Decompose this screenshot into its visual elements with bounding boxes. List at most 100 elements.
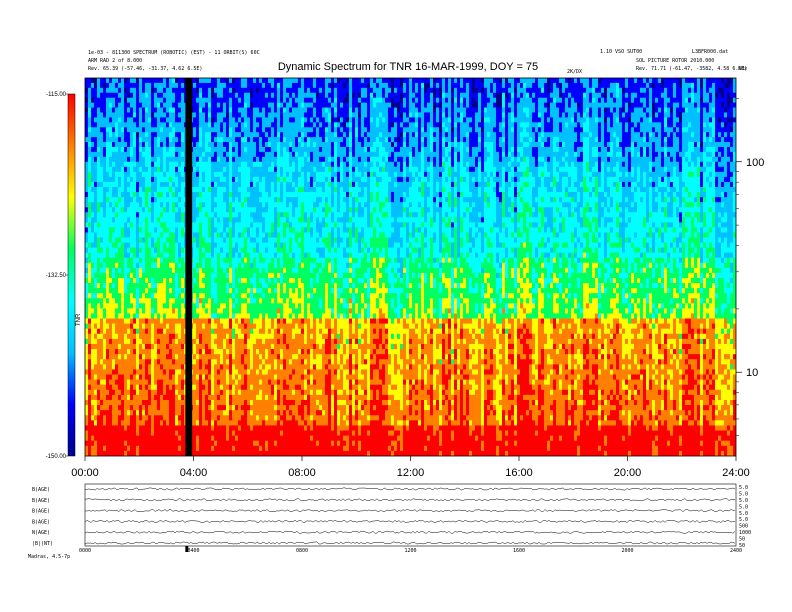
spectrogram-cell bbox=[313, 161, 317, 168]
spectrogram-cell bbox=[340, 102, 344, 108]
spectrogram-cell bbox=[262, 132, 266, 138]
spectrogram-cell bbox=[715, 156, 719, 163]
spectrogram-cell bbox=[91, 78, 95, 84]
spectrogram-cell bbox=[655, 117, 659, 123]
spectrogram-cell bbox=[439, 142, 443, 148]
spectrogram-cell bbox=[625, 78, 629, 84]
header-right-line1: 1.10 VSO SUT00 bbox=[600, 49, 642, 55]
spectrogram-cell bbox=[655, 166, 659, 173]
spectrogram-cell bbox=[589, 187, 593, 193]
spectrogram-cell bbox=[97, 87, 101, 94]
spectrogram-cell bbox=[298, 166, 302, 173]
spectrogram-cell bbox=[340, 146, 344, 153]
spectrogram-cell bbox=[373, 122, 377, 128]
spectrogram-cell bbox=[646, 97, 650, 104]
spectrogram-cell bbox=[571, 127, 575, 133]
spectrogram-cell bbox=[628, 166, 632, 173]
spectrogram-cell bbox=[586, 142, 590, 148]
spectrogram-cell bbox=[556, 117, 560, 123]
spectrogram-cell bbox=[685, 127, 689, 133]
spectrogram-cell bbox=[451, 171, 455, 178]
spectrogram-cell bbox=[526, 107, 530, 113]
spectrogram-cell bbox=[697, 117, 701, 123]
spectrogram-cell bbox=[511, 102, 515, 108]
spectrogram-cell bbox=[97, 176, 101, 183]
spectrogram-cell bbox=[157, 142, 161, 148]
spectrogram-cell bbox=[691, 151, 695, 158]
spectrogram-cell bbox=[283, 117, 287, 123]
spectrogram-cell bbox=[460, 102, 464, 108]
spectrogram-cell bbox=[403, 181, 407, 188]
spectrogram-cell bbox=[295, 181, 299, 188]
spectrogram-cell bbox=[85, 112, 89, 118]
spectrogram-cell bbox=[97, 112, 101, 118]
spectrogram-cell bbox=[139, 102, 143, 108]
spectrogram-cell bbox=[214, 171, 218, 178]
spectrogram-cell bbox=[493, 97, 497, 104]
spectrogram-cell bbox=[616, 166, 620, 173]
spectrogram-cell bbox=[238, 187, 242, 193]
spectrogram-cell bbox=[301, 137, 305, 143]
spectrogram-cell bbox=[478, 107, 482, 113]
chart-title: Dynamic Spectrum for TNR 16-MAR-1999, DO… bbox=[278, 61, 538, 73]
spectrogram-cell bbox=[499, 176, 503, 183]
spectrogram-cell bbox=[412, 127, 416, 133]
spectrogram-cell bbox=[589, 171, 593, 178]
spectrogram-cell bbox=[550, 117, 554, 123]
spectrogram-cell bbox=[262, 112, 266, 118]
spectrogram-cell bbox=[526, 132, 530, 138]
spectrogram-cell bbox=[598, 87, 602, 94]
spectrogram-cell bbox=[349, 151, 353, 158]
spectrogram-cell bbox=[112, 156, 116, 163]
spectrogram-cell bbox=[376, 107, 380, 113]
spectrogram-cell bbox=[337, 181, 341, 188]
spectrogram-cell bbox=[349, 78, 353, 84]
spectrogram-cell bbox=[313, 107, 317, 113]
spectrogram-cell bbox=[664, 87, 668, 94]
spectrogram-cell bbox=[163, 181, 167, 188]
spectrogram-cell bbox=[355, 146, 359, 153]
spectrogram-cell bbox=[211, 82, 215, 89]
spectrogram-cell bbox=[85, 78, 89, 84]
spectrogram-cell bbox=[583, 166, 587, 173]
spectrogram-cell bbox=[169, 181, 173, 188]
spectrogram-cell bbox=[664, 122, 668, 128]
spectrogram-cell bbox=[154, 166, 158, 173]
spectrogram-cell bbox=[388, 181, 392, 188]
spectrogram-cell bbox=[232, 127, 236, 133]
spectrogram-cell bbox=[280, 92, 284, 99]
spectrogram-cell bbox=[145, 151, 149, 158]
spectrogram-cell bbox=[712, 181, 716, 188]
spectrogram-cell bbox=[388, 112, 392, 118]
spectrogram-cell bbox=[571, 171, 575, 178]
spectrogram-cell bbox=[472, 181, 476, 188]
spectrogram-cell bbox=[514, 102, 518, 108]
spectrogram-cell bbox=[733, 156, 736, 163]
spectrogram-cell bbox=[448, 181, 452, 188]
spectrogram-cell bbox=[421, 171, 425, 178]
spectrogram-cell bbox=[397, 112, 401, 118]
spectrogram-cell bbox=[88, 97, 92, 104]
colorbar bbox=[67, 93, 76, 457]
spectrogram-cell bbox=[406, 97, 410, 104]
spectrogram-cell bbox=[106, 161, 110, 168]
spectrogram-cell bbox=[145, 171, 149, 178]
spectrogram-cell bbox=[94, 78, 98, 84]
spectrogram-cell bbox=[358, 171, 362, 178]
spectrogram-cell bbox=[226, 142, 230, 148]
spectrogram-cell bbox=[499, 102, 503, 108]
spectrogram-cell bbox=[715, 87, 719, 94]
spectrogram-cell bbox=[541, 181, 545, 188]
spectrogram-cell bbox=[169, 161, 173, 168]
spectrogram-cell bbox=[520, 87, 524, 94]
spectrogram-cell bbox=[550, 166, 554, 173]
spectrogram-cell bbox=[670, 176, 674, 183]
spectrogram-cell bbox=[286, 78, 290, 84]
spectrogram-cell bbox=[274, 142, 278, 148]
spectrogram-cell bbox=[292, 82, 296, 89]
spectrogram-cell bbox=[220, 102, 224, 108]
spectrogram-cell bbox=[550, 146, 554, 153]
spectrogram-cell bbox=[304, 78, 308, 84]
spectrogram-cell bbox=[580, 161, 584, 168]
spectrogram-cell bbox=[718, 127, 722, 133]
